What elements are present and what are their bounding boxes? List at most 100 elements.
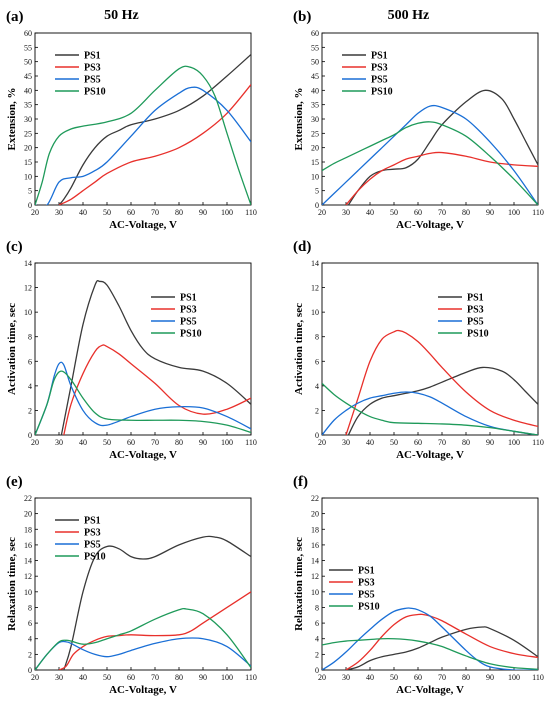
x-tick-label: 90 — [486, 208, 494, 217]
legend-label-ps5: PS5 — [467, 317, 484, 328]
x-tick-label: 30 — [342, 208, 350, 217]
plot-frame — [321, 32, 539, 206]
y-tick-label: 60 — [311, 29, 319, 38]
chart-panel-b: (b) 500 Hz 20 30 40 50 60 70 80 90 100 110 0 5 10 15 20 2… — [293, 8, 544, 231]
y-tick-label: 40 — [311, 86, 319, 95]
legend-label-ps3: PS3 — [84, 63, 101, 74]
y-tick-label: 15 — [24, 158, 32, 167]
x-tick-label: 40 — [366, 438, 374, 447]
legend-label-ps1: PS1 — [180, 293, 197, 304]
y-tick-label: 20 — [24, 144, 32, 153]
series-line-ps5 — [35, 86, 251, 205]
series-line-ps10 — [35, 65, 251, 205]
y-tick-label: 0 — [28, 666, 32, 675]
plot-frame — [321, 262, 539, 436]
x-tick-label: 100 — [221, 208, 233, 217]
x-tick-label: 60 — [127, 438, 135, 447]
y-tick-label: 50 — [24, 58, 32, 67]
y-tick-label: 15 — [311, 158, 319, 167]
x-tick-label: 70 — [438, 673, 446, 682]
x-tick-label: 110 — [532, 208, 544, 217]
x-tick-label: 40 — [366, 208, 374, 217]
plot-frame — [321, 497, 539, 671]
y-tick-label: 18 — [311, 525, 319, 534]
series-line-ps10 — [35, 370, 251, 435]
series-line-ps1 — [60, 279, 251, 435]
x-tick-label: 110 — [245, 673, 257, 682]
x-tick-label: 60 — [127, 673, 135, 682]
x-tick-label: 80 — [175, 208, 183, 217]
x-tick-label: 40 — [366, 673, 374, 682]
x-tick-label: 60 — [414, 208, 422, 217]
legend-label-ps3: PS3 — [358, 578, 375, 589]
y-tick-label: 6 — [315, 619, 319, 628]
y-tick-label: 18 — [24, 525, 32, 534]
panel-label: (c) — [6, 239, 23, 255]
plot-frame — [34, 32, 252, 206]
series-line-ps3 — [58, 84, 251, 205]
series-group — [322, 89, 538, 205]
x-tick-label: 30 — [55, 208, 63, 217]
y-tick-label: 14 — [24, 259, 32, 268]
chart-title: 50 Hz — [104, 8, 139, 23]
y-tick-label: 12 — [24, 284, 32, 293]
x-tick-label: 70 — [438, 208, 446, 217]
legend-label-ps5: PS5 — [180, 317, 197, 328]
x-tick-label: 70 — [438, 438, 446, 447]
y-tick-label: 0 — [315, 431, 319, 440]
legend-label-ps3: PS3 — [180, 305, 197, 316]
x-tick-label: 30 — [55, 673, 63, 682]
y-axis-label: Activation time, sec — [6, 303, 18, 395]
legend-label-ps10: PS10 — [467, 329, 489, 340]
panel-label: (b) — [293, 9, 311, 25]
x-tick-label: 90 — [486, 673, 494, 682]
x-tick-label: 100 — [221, 438, 233, 447]
x-tick-label: 90 — [199, 673, 207, 682]
legend-label-ps1: PS1 — [371, 51, 388, 62]
x-tick-label: 50 — [103, 208, 111, 217]
series-line-ps5 — [35, 637, 251, 670]
x-tick-label: 100 — [508, 208, 520, 217]
x-tick-label: 50 — [103, 673, 111, 682]
series-line-ps10 — [322, 121, 538, 205]
x-tick-label: 40 — [79, 438, 87, 447]
y-tick-label: 5 — [315, 187, 319, 196]
x-tick-label: 100 — [508, 673, 520, 682]
y-axis-label: Relaxation time, sec — [293, 537, 305, 631]
x-tick-label: 90 — [486, 438, 494, 447]
x-tick-label: 20 — [318, 438, 326, 447]
x-tick-label: 110 — [532, 438, 544, 447]
series-line-ps10 — [322, 382, 538, 435]
x-tick-label: 70 — [151, 438, 159, 447]
y-tick-label: 2 — [28, 406, 32, 415]
y-tick-label: 8 — [315, 333, 319, 342]
series-line-ps3 — [345, 151, 538, 205]
x-tick-label: 80 — [175, 673, 183, 682]
y-axis-label: Relaxation time, sec — [6, 537, 18, 631]
y-tick-label: 12 — [311, 572, 319, 581]
y-tick-label: 40 — [24, 86, 32, 95]
plot-frame — [34, 497, 252, 671]
x-tick-label: 30 — [55, 438, 63, 447]
series-line-ps1 — [345, 626, 538, 670]
y-tick-label: 10 — [24, 588, 32, 597]
y-tick-label: 20 — [311, 144, 319, 153]
x-tick-label: 20 — [318, 208, 326, 217]
y-tick-label: 25 — [24, 129, 32, 138]
chart-panel-a: (a) 50 Hz 20 30 40 50 60 70 80 90 100 110 0 5 10 15 20 25… — [6, 8, 257, 231]
y-tick-label: 10 — [311, 308, 319, 317]
y-tick-label: 12 — [311, 284, 319, 293]
x-tick-label: 80 — [462, 438, 470, 447]
y-tick-label: 0 — [315, 666, 319, 675]
legend-label-ps5: PS5 — [84, 540, 101, 551]
x-tick-label: 20 — [31, 438, 39, 447]
x-tick-label: 80 — [175, 438, 183, 447]
y-tick-label: 5 — [28, 187, 32, 196]
x-tick-label: 40 — [79, 208, 87, 217]
x-tick-label: 110 — [245, 208, 257, 217]
x-tick-label: 50 — [390, 208, 398, 217]
